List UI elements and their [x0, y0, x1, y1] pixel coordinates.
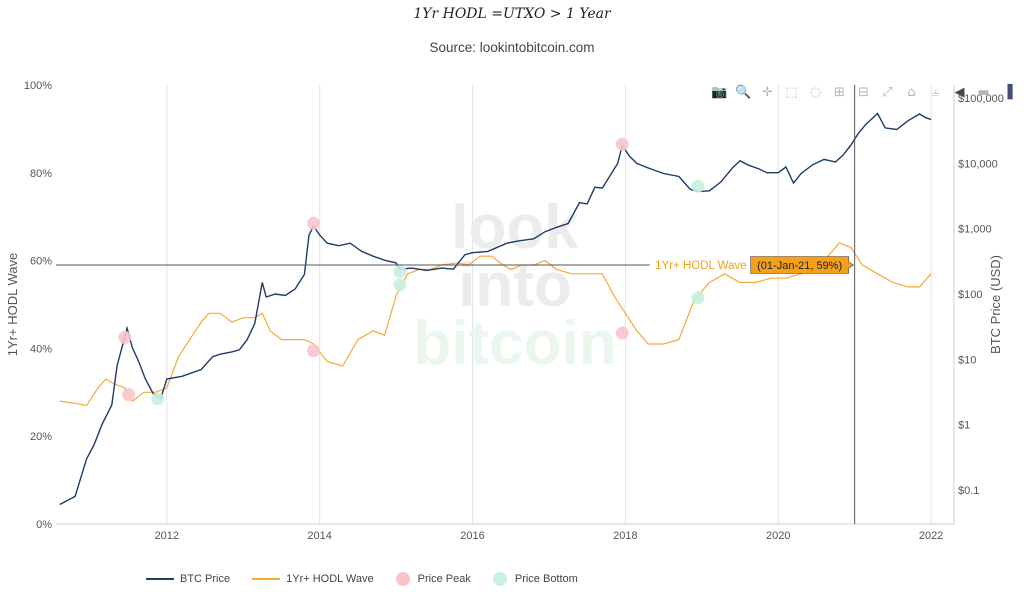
hover-closest-icon[interactable]: ◀	[954, 85, 965, 100]
legend-swatch-price-bottom	[492, 572, 507, 586]
x-tick-label: 2022	[919, 530, 943, 542]
y-tick-label: 40%	[30, 343, 52, 355]
price-peak-marker	[122, 387, 136, 401]
y2-axis-title: BTC Price (USD)	[988, 255, 1003, 354]
y-tick-label: 60%	[30, 256, 52, 268]
legend-label-price-peak: Price Peak	[417, 573, 471, 585]
price-bottom-marker	[151, 392, 165, 406]
price-peak-marker	[615, 326, 629, 340]
btc-price-line	[59, 112, 932, 506]
hover-compare-icon[interactable]: ▬	[977, 85, 990, 100]
y2-tick-label: $0.1	[958, 485, 979, 497]
tooltip-value-label: (01-Jan-21, 59%)	[757, 260, 842, 272]
y2-tick-label: $100,000	[958, 93, 1004, 105]
zoom-icon[interactable]: 🔍	[735, 85, 752, 100]
price-bottom-marker	[393, 265, 407, 279]
hodl-wave-line	[59, 242, 932, 407]
x-tick-label: 2020	[766, 530, 790, 542]
legend-swatch-price-peak	[395, 572, 410, 586]
legend-swatch-hodl-wave	[252, 578, 281, 580]
legend: BTC Price 1Yr+ HODL Wave Price Peak Pric…	[146, 572, 600, 586]
tooltip-box	[750, 256, 855, 274]
legend-item-hodl-wave[interactable]: 1Yr+ HODL Wave	[252, 573, 374, 585]
price-bottom-marker	[691, 291, 705, 305]
lasso-icon[interactable]: ◌	[809, 85, 822, 100]
y2-tick-label: $100	[958, 289, 982, 301]
legend-item-price-peak[interactable]: Price Peak	[395, 572, 471, 586]
y-axis-title: 1Yr+ HODL Wave	[5, 253, 20, 356]
modebar: 📷 🔍 ✛ ⬚ ◌ ⊞ ⊟ ⤢ ⌂ ⫨ ◀ ▬ ▐	[711, 84, 1023, 101]
legend-item-price-bottom[interactable]: Price Bottom	[492, 572, 578, 586]
legend-swatch-btc-price	[146, 578, 174, 580]
price-peak-marker	[615, 137, 629, 151]
y2-tick-label: $10	[958, 354, 976, 366]
legend-label-price-bottom: Price Bottom	[514, 573, 578, 585]
camera-icon[interactable]: 📷	[711, 85, 728, 100]
autoscale-icon[interactable]: ⤢	[882, 85, 893, 100]
box-select-icon[interactable]: ⬚	[785, 85, 798, 100]
x-tick-label: 2018	[613, 530, 637, 542]
home-icon[interactable]: ⌂	[907, 85, 916, 100]
price-bottom-marker	[393, 278, 407, 292]
watermark-text: into	[458, 251, 572, 320]
zoom-out-icon[interactable]: ⊟	[858, 85, 869, 100]
watermark-text: bitcoin	[413, 309, 616, 378]
y2-tick-label: $1	[958, 420, 970, 432]
price-bottom-marker	[691, 179, 705, 193]
tooltip-series-label: 1Yr+ HODL Wave	[655, 260, 747, 272]
y-tick-label: 80%	[30, 168, 52, 180]
y2-tick-label: $1,000	[958, 224, 992, 236]
legend-label-hodl-wave: 1Yr+ HODL Wave	[286, 573, 374, 585]
y-tick-label: 100%	[24, 80, 52, 92]
legend-item-btc-price[interactable]: BTC Price	[146, 573, 230, 585]
x-tick-label: 2016	[460, 530, 484, 542]
y2-tick-label: $10,000	[958, 158, 998, 170]
plotly-logo-icon[interactable]: ▐	[1002, 85, 1013, 100]
price-peak-marker	[307, 344, 321, 358]
price-peak-marker	[307, 216, 321, 230]
price-peak-marker	[118, 330, 132, 344]
chart-title: 1Yr HODL =UTXO > 1 Year	[413, 6, 611, 22]
x-tick-label: 2014	[307, 530, 331, 542]
pan-icon[interactable]: ✛	[762, 85, 773, 100]
legend-label-btc-price: BTC Price	[180, 573, 231, 585]
zoom-in-icon[interactable]: ⊞	[834, 85, 845, 100]
y-tick-label: 20%	[30, 431, 52, 443]
x-tick-label: 2012	[155, 530, 179, 542]
spike-lines-icon[interactable]: ⫨	[931, 85, 940, 100]
y-tick-label: 0%	[36, 519, 52, 531]
chart-subtitle: Source: lookintobitcoin.com	[429, 40, 595, 55]
